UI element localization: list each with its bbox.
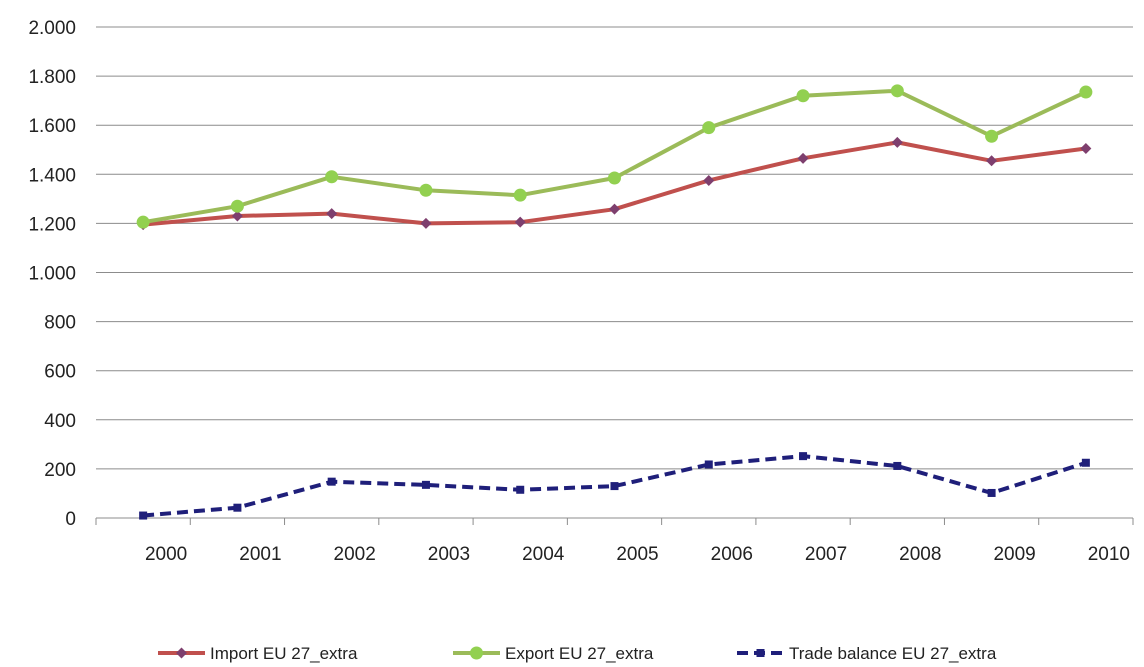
x-tick-label: 2003 [428,544,470,565]
legend-label: Export EU 27_extra [505,644,654,663]
legend-swatch-marker [176,647,187,659]
y-tick-label: 1.600 [28,116,76,137]
data-point [893,461,902,470]
data-point [233,503,242,512]
x-tick-label: 2008 [899,544,941,565]
data-point [797,152,809,164]
y-tick-label: 600 [44,362,76,383]
series-line [142,88,1087,225]
x-tick-label: 2004 [522,544,565,565]
x-tick-label: 2001 [239,544,281,565]
data-point [326,208,338,220]
legend: Import EU 27_extra Export EU 27_extra Trad… [158,644,997,663]
x-tick-label: 2007 [805,544,847,565]
data-point [231,210,243,222]
data-point [419,183,433,197]
data-point [702,121,716,135]
data-point [608,171,621,185]
legend-label: Trade balance EU 27_extra [789,644,997,663]
data-point [230,199,244,213]
data-point [420,217,432,229]
legend-label: Import EU 27_extra [210,644,358,663]
y-tick-label: 1.800 [28,67,76,88]
data-point [985,129,999,143]
y-tick-label: 400 [44,411,76,432]
data-point [136,215,150,229]
data-point [139,511,148,520]
y-tick-label: 800 [44,313,76,334]
y-axis: 0 200 400 600 800 1.000 1.200 1.400 1.600 1.800 2.… [28,18,76,530]
data-point [1081,458,1090,467]
y-tick-label: 1.400 [28,165,76,186]
data-point [513,188,527,202]
y-tick-label: 1.000 [28,264,76,285]
data-point [704,460,713,469]
data-point [891,136,903,148]
y-tick-label: 1.200 [28,214,76,235]
series-trade-balance-eu-27-extra [139,452,1090,520]
data-point [609,203,620,215]
data-point [987,488,996,497]
data-point [799,452,808,461]
data-point [986,155,998,167]
x-tick-label: 2005 [616,544,658,565]
series-line [142,454,1087,518]
data-point [421,480,430,489]
data-point [890,84,904,98]
legend-item: Trade balance EU 27_extra [737,644,997,663]
y-tick-label: 0 [65,509,76,530]
legend-swatch-marker [470,646,483,660]
y-tick-label: 2.000 [28,18,76,39]
legend-item: Export EU 27_extra [453,644,654,663]
x-tick-label: 2002 [334,544,376,565]
data-point [516,485,525,494]
gridlines [96,26,1133,470]
data-point [325,170,339,184]
data-point [327,477,336,486]
data-point [1080,143,1092,155]
x-tick-label: 2010 [1088,544,1130,565]
x-axis: 2000 2001 2002 2003 2004 2005 2006 2007 2008 2009… [95,517,1134,565]
data-point [1079,85,1093,99]
x-tick-label: 2009 [993,544,1035,565]
legend-swatch-marker [756,649,765,657]
series-export-eu-27-extra [136,84,1093,229]
data-point [514,216,526,228]
x-tick-label: 2000 [145,544,187,565]
data-point [796,89,810,103]
data-point [703,174,715,186]
x-tick-label: 2006 [711,544,753,565]
y-tick-label: 200 [44,460,76,481]
legend-item: Import EU 27_extra [158,644,358,663]
data-point [610,482,619,491]
